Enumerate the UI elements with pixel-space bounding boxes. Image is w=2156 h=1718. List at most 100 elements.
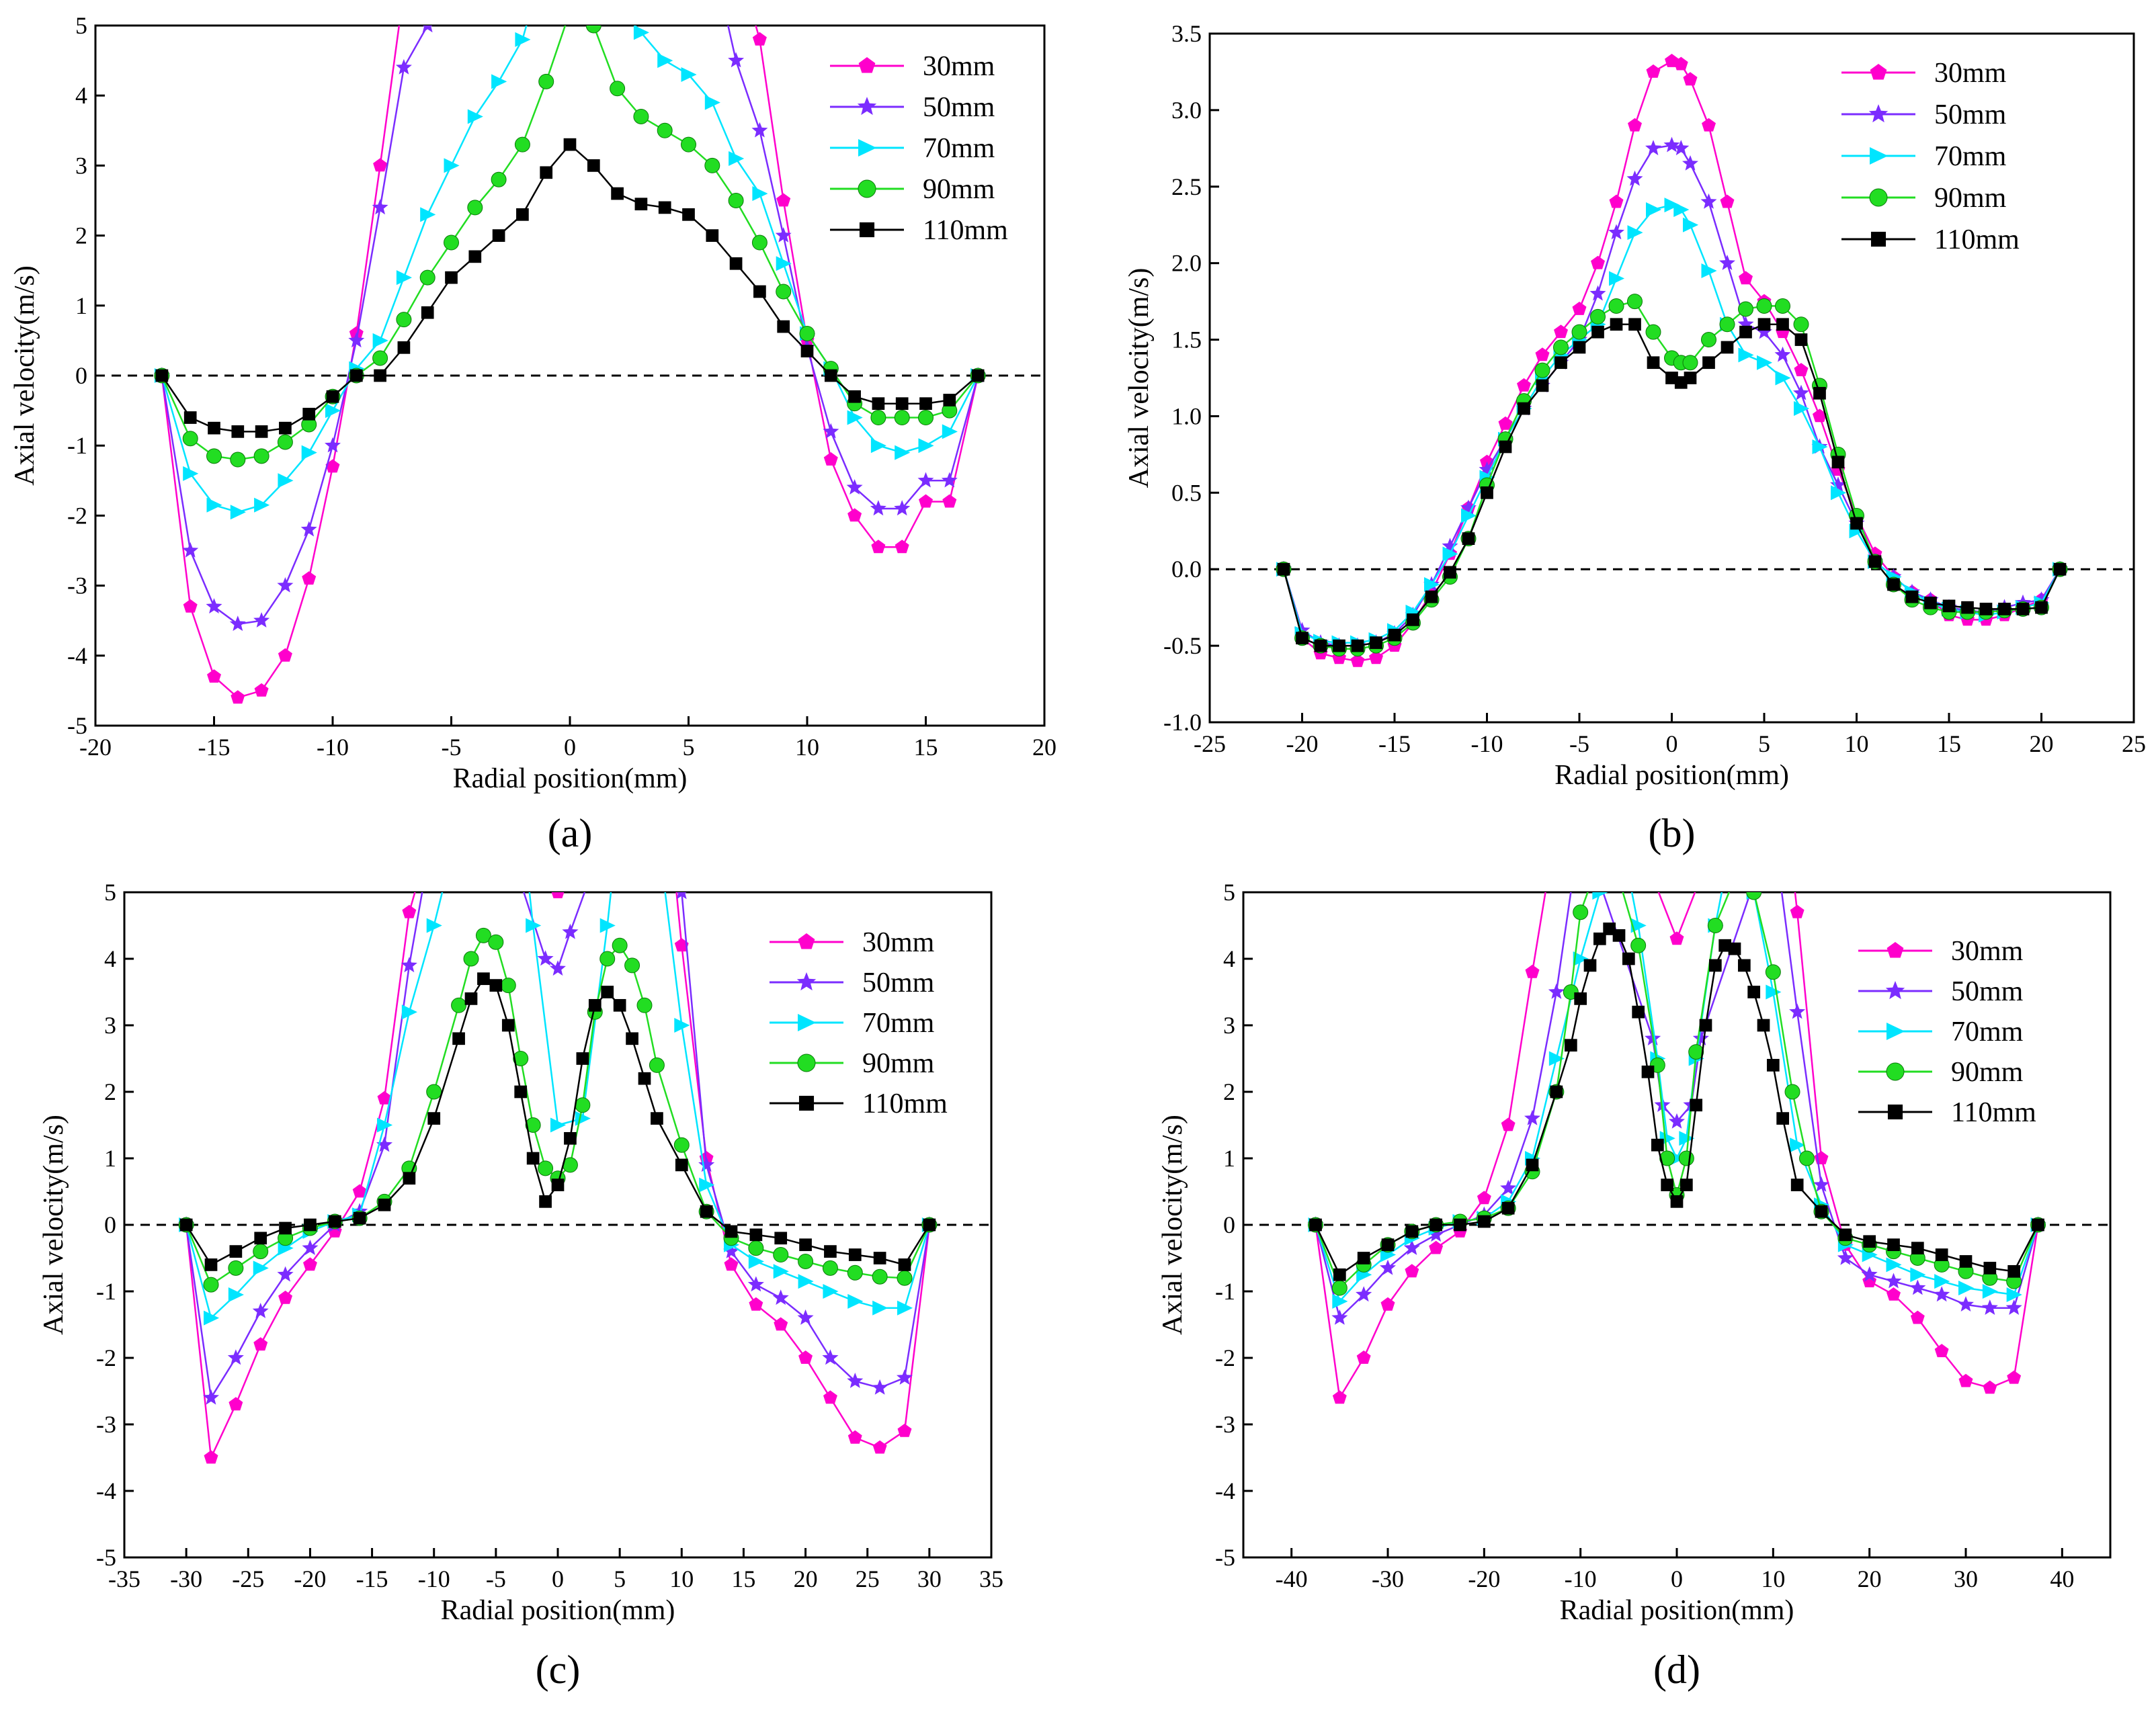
marker-triangle-right xyxy=(1766,984,1782,1000)
marker-circle xyxy=(657,122,673,138)
marker-pentagon xyxy=(325,459,340,473)
marker-star xyxy=(1981,1299,1998,1315)
marker-star xyxy=(797,1309,814,1325)
marker-triangle-right xyxy=(230,505,246,520)
marker-star xyxy=(1460,499,1477,515)
marker-square xyxy=(526,1152,540,1165)
marker-star xyxy=(1682,155,1698,171)
marker-square xyxy=(1699,1019,1712,1032)
marker-star xyxy=(550,960,566,976)
marker-triangle-right xyxy=(372,333,388,348)
x-tick-label: 15 xyxy=(914,734,938,761)
x-axis-title: Radial position(mm) xyxy=(1560,1595,1794,1626)
marker-pentagon xyxy=(752,32,767,46)
legend-item: 30mm xyxy=(1841,58,2007,89)
marker-circle xyxy=(681,136,696,153)
y-tick-label: -2 xyxy=(67,502,87,529)
marker-triangle-right xyxy=(625,685,640,700)
marker-pentagon xyxy=(1535,347,1550,361)
y-tick-label: -0.5 xyxy=(1163,632,1202,659)
marker-square xyxy=(1603,922,1616,935)
marker-circle xyxy=(728,193,744,208)
marker-pentagon xyxy=(1739,271,1753,285)
marker-square xyxy=(1518,402,1530,415)
y-tick-label: 5 xyxy=(104,879,116,906)
marker-circle xyxy=(451,997,467,1013)
marker-circle xyxy=(228,1260,244,1276)
marker-circle xyxy=(475,927,491,943)
legend-item: 50mm xyxy=(830,92,995,123)
marker-circle xyxy=(1627,294,1643,310)
marker-square xyxy=(1477,1215,1491,1228)
legend-label: 110mm xyxy=(923,215,1008,246)
marker-pentagon xyxy=(1958,1373,1973,1387)
marker-square xyxy=(1718,939,1732,952)
marker-triangle-right xyxy=(420,207,436,222)
marker-triangle-right xyxy=(918,438,934,454)
marker-circle xyxy=(897,1270,913,1286)
marker-square xyxy=(1499,440,1512,454)
marker-square xyxy=(349,369,363,382)
y-tick-label: 3 xyxy=(75,152,87,179)
marker-star xyxy=(300,521,317,537)
marker-square xyxy=(1550,1085,1563,1099)
legend-item: 50mm xyxy=(1858,976,2024,1007)
marker-circle xyxy=(419,269,436,286)
marker-square xyxy=(613,998,626,1012)
marker-square xyxy=(848,390,861,403)
x-tick-label: 20 xyxy=(794,1565,818,1592)
y-tick-label: 2.5 xyxy=(1171,173,1202,200)
series-30mm xyxy=(1309,892,2045,1404)
marker-circle xyxy=(1331,1280,1348,1296)
marker-triangle-right xyxy=(526,918,542,933)
marker-square xyxy=(658,201,671,214)
marker-circle xyxy=(575,1097,591,1113)
marker-square xyxy=(611,187,624,200)
marker-square xyxy=(777,320,790,333)
marker-circle xyxy=(612,937,628,953)
marker-circle xyxy=(797,1054,816,1072)
marker-square xyxy=(1444,566,1456,579)
marker-square xyxy=(1815,1205,1828,1218)
marker-circle xyxy=(1688,1044,1704,1060)
marker-pentagon xyxy=(253,1337,268,1351)
marker-square xyxy=(1647,356,1660,370)
y-tick-label: -5 xyxy=(67,712,87,739)
x-tick-label: -5 xyxy=(442,734,462,761)
marker-circle xyxy=(748,1240,764,1256)
y-axis-title: Axial velocity(m/s) xyxy=(9,265,40,486)
marker-star xyxy=(728,52,745,68)
marker-star xyxy=(1885,1273,1902,1289)
marker-triangle-right xyxy=(501,685,516,700)
marker-circle xyxy=(822,1260,838,1276)
marker-pentagon xyxy=(1887,1287,1901,1301)
marker-star xyxy=(1331,1309,1348,1325)
series-line xyxy=(161,26,979,626)
panel-label: (c) xyxy=(536,1647,581,1692)
marker-square xyxy=(706,229,719,242)
marker-circle xyxy=(636,997,653,1013)
marker-triangle-right xyxy=(1870,147,1889,165)
series-line xyxy=(161,143,979,433)
legend-label: 70mm xyxy=(1951,1017,2024,1047)
y-tick-label: -4 xyxy=(96,1477,116,1504)
x-tick-label: 20 xyxy=(1032,734,1056,761)
marker-triangle-right xyxy=(704,95,720,110)
legend-label: 90mm xyxy=(862,1048,935,1079)
y-tick-label: -1 xyxy=(1215,1278,1235,1305)
marker-star xyxy=(676,892,687,900)
x-tick-label: 40 xyxy=(2050,1565,2074,1592)
marker-pentagon xyxy=(229,1397,243,1411)
marker-square xyxy=(1610,318,1623,331)
marker-circle xyxy=(1608,298,1624,314)
marker-circle xyxy=(538,73,554,89)
y-tick-label: 1.5 xyxy=(1171,327,1202,353)
legend-item: 90mm xyxy=(830,174,995,205)
marker-square xyxy=(1757,318,1771,331)
marker-triangle-right xyxy=(254,497,270,513)
marker-square xyxy=(1526,1158,1539,1172)
marker-star xyxy=(1958,1296,1974,1312)
marker-pentagon xyxy=(1870,64,1887,80)
marker-triangle-right xyxy=(467,109,483,124)
marker-circle xyxy=(1659,1150,1675,1166)
